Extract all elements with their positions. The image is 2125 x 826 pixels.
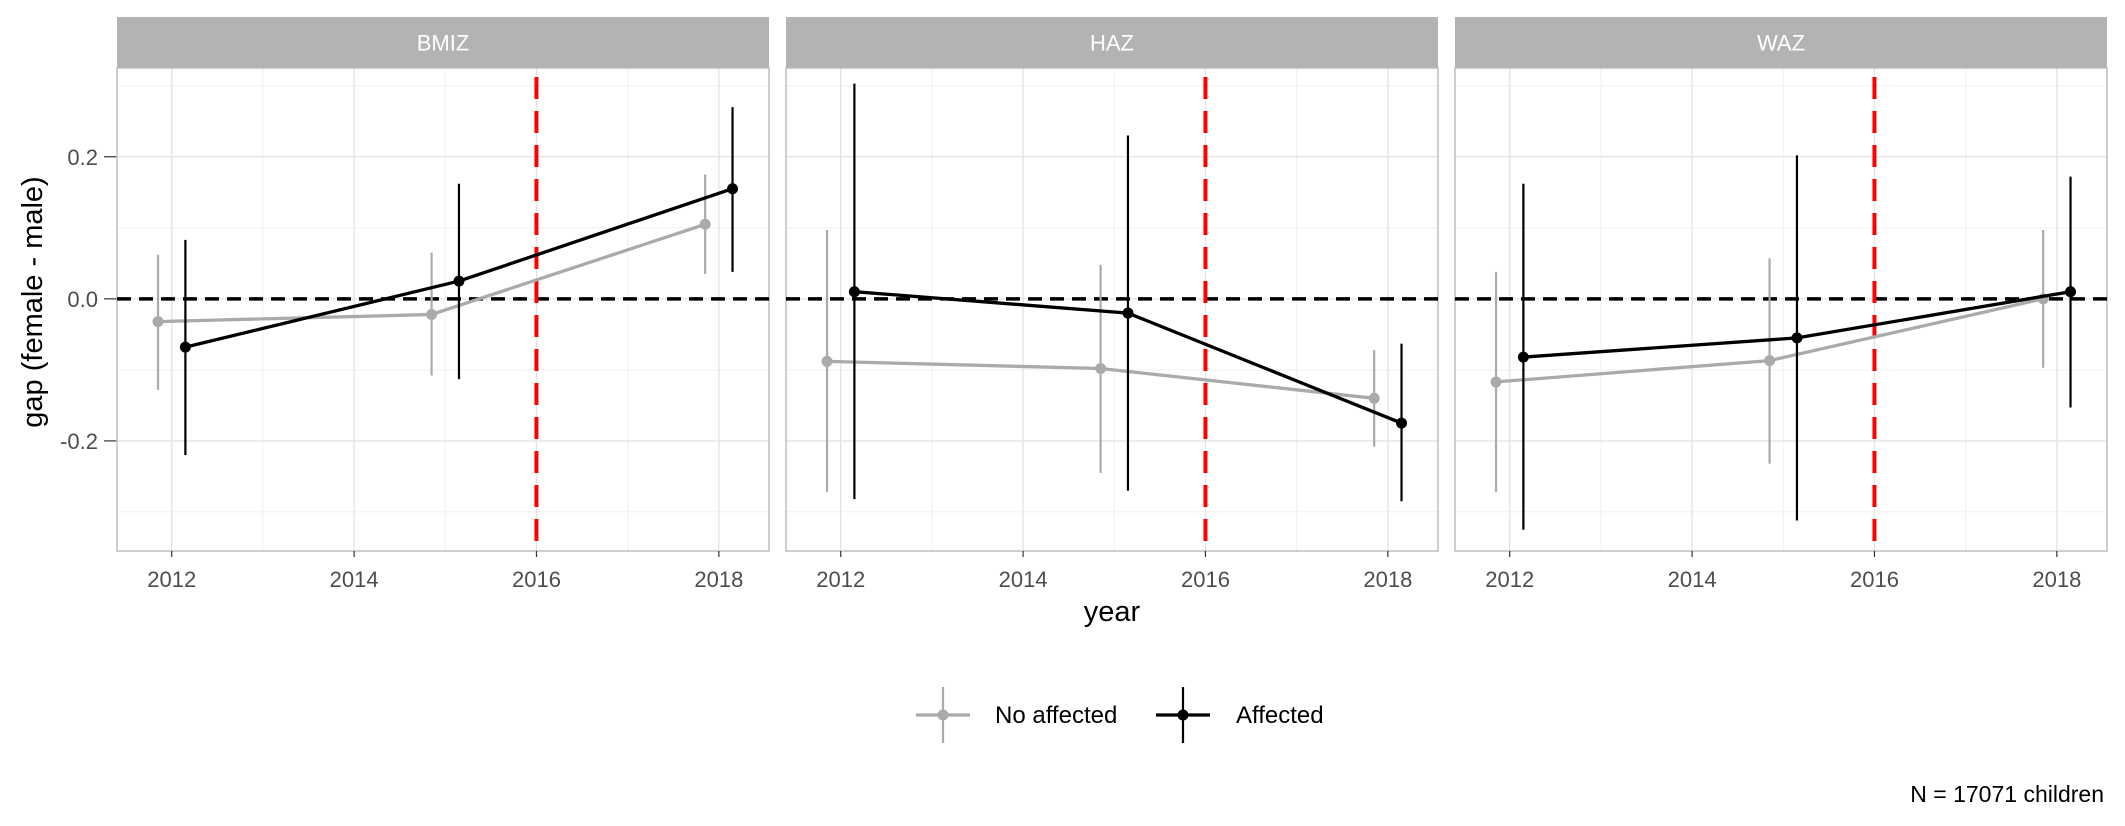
legend-item-no-affected: No affected (916, 687, 1117, 743)
legend-item-affected: Affected (1156, 687, 1324, 743)
data-point (1490, 376, 1502, 388)
x-tick-label: 2012 (147, 567, 196, 592)
x-tick-label: 2014 (1668, 567, 1717, 592)
data-point (152, 316, 164, 328)
y-axis-title: gap (female - male) (17, 176, 49, 427)
data-point (1764, 355, 1776, 367)
x-tick-label: 2016 (1181, 567, 1230, 592)
y-tick-label: 0.0 (67, 287, 98, 312)
panel-border (1454, 67, 2108, 552)
series-affected (179, 107, 739, 456)
legend-label: No affected (995, 702, 1117, 729)
data-point (179, 341, 191, 353)
x-tick-label: 2014 (330, 567, 379, 592)
series-no-affected (1490, 229, 2049, 493)
data-point (1368, 392, 1380, 404)
x-tick-label: 2012 (1485, 567, 1534, 592)
panel-haz: HAZ 2012 2014 2016 2018 (785, 17, 1439, 592)
data-point (848, 286, 860, 298)
legend-label: Affected (1236, 702, 1324, 729)
facet-strip-label: BMIZ (417, 31, 470, 56)
caption: N = 17071 children (1910, 781, 2104, 807)
x-tick-label: 2018 (1363, 567, 1412, 592)
facet-strip-label: WAZ (1757, 31, 1805, 56)
x-axis-title: year (1084, 596, 1141, 628)
facet-strip-label: HAZ (1090, 31, 1134, 56)
facet-strip (786, 17, 1438, 68)
x-tick-label: 2014 (999, 567, 1048, 592)
series-affected (848, 83, 1408, 502)
facet-strip (117, 17, 769, 68)
y-tick-label: 0.2 (67, 145, 98, 170)
data-point (1396, 417, 1408, 429)
data-point (1122, 307, 1134, 319)
panels-layer: -0.2 0.0 0.2 BMIZ 2012 2014 2016 2018 HAZ 2012 201… (60, 17, 2108, 592)
panel-border (116, 67, 770, 552)
legend-key-point (937, 709, 949, 721)
data-point (2065, 286, 2077, 298)
x-tick-label: 2016 (1850, 567, 1899, 592)
data-point (699, 218, 711, 230)
series-no-affected (152, 174, 711, 390)
x-tick-label: 2016 (512, 567, 561, 592)
data-point (426, 308, 438, 320)
x-tick-label: 2018 (2032, 567, 2081, 592)
panel-border (785, 67, 1439, 552)
y-tick-label: -0.2 (60, 429, 98, 454)
x-tick-label: 2012 (816, 567, 865, 592)
data-point (1517, 351, 1529, 363)
data-point (821, 355, 833, 367)
legend-key-point (1177, 709, 1189, 721)
plot-area (786, 68, 1438, 551)
data-point (453, 275, 465, 287)
panel-bmiz: BMIZ 2012 2014 2016 2018 (116, 17, 770, 592)
data-point (1095, 362, 1107, 374)
series-no-affected (821, 229, 1380, 493)
facet-strip (1455, 17, 2107, 68)
panel-waz: WAZ 2012 2014 2016 2018 (1454, 17, 2108, 592)
data-point (1791, 332, 1803, 344)
data-point (727, 183, 739, 195)
x-tick-label: 2018 (694, 567, 743, 592)
plot-area (1455, 68, 2107, 551)
legend: No affected Affected (916, 687, 1324, 743)
series-affected (1517, 155, 2077, 530)
